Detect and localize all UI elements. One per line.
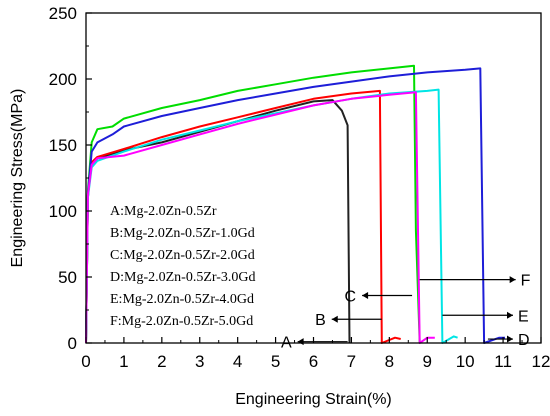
x-tick-label: 9 [423,352,432,371]
legend-entry: E:Mg-2.0Zn-0.5Zr-4.0Gd [110,292,254,307]
x-tick-label: 10 [456,352,475,371]
y-tick-label: 0 [68,334,77,353]
x-tick-label: 11 [494,352,512,371]
legend-entry: B:Mg-2.0Zn-0.5Zr-1.0Gd [110,226,255,241]
series-curve-b [85,89,401,344]
legend-entry: D:Mg-2.0Zn-0.5Zr-3.0Gd [110,270,256,285]
y-axis-title: Engineering Stress(MPa) [9,89,26,268]
y-tick-label: 150 [49,136,77,155]
x-tick-label: 12 [532,352,550,371]
x-tick-label: 1 [119,352,128,371]
legend: A:Mg-2.0Zn-0.5Zr B:Mg-2.0Zn-0.5Zr-1.0Gd C:… [110,204,256,329]
y-tick-label: 250 [49,4,77,23]
x-tick-label: 3 [195,352,204,371]
series-curve-f [85,91,435,344]
x-tick-label: 5 [271,352,280,371]
y-tick-label: 100 [49,202,77,221]
legend-entry: C:Mg-2.0Zn-0.5Zr-2.0Gd [110,248,255,263]
pointer-label-b: B [315,312,326,329]
legend-entry: A:Mg-2.0Zn-0.5Zr [110,204,217,219]
pointer-label-c: C [345,288,357,305]
y-axis: 0 50 100 150 200 250 [49,4,92,353]
x-tick-label: 0 [81,352,90,371]
pointer-label-e: E [518,308,529,325]
y-tick-label: 50 [58,268,77,287]
pointer-arrowhead [331,315,338,323]
pointer-label-f: F [521,273,531,290]
x-tick-label: 6 [309,352,318,371]
y-tick-label: 200 [49,70,77,89]
x-axis: 0 1 2 3 4 5 6 7 8 9 10 11 12 [81,337,550,371]
series-curves [85,64,505,344]
pointer-arrowhead [507,311,513,319]
pointer-label-d: D [518,332,530,349]
pointer-arrowhead [509,276,516,284]
legend-entry: F:Mg-2.0Zn-0.5Zr-5.0Gd [110,314,253,329]
x-tick-label: 7 [347,352,356,371]
x-tick-label: 2 [157,352,166,371]
pointer-arrowhead [507,335,513,343]
pointer-arrowhead [362,291,369,299]
x-tick-label: 8 [385,352,394,371]
x-tick-label: 4 [233,352,242,371]
x-axis-title: Engineering Strain(%) [235,391,392,408]
series-curve-d [85,67,505,344]
series-curve-c [85,64,421,344]
series-curve-e [85,88,458,344]
